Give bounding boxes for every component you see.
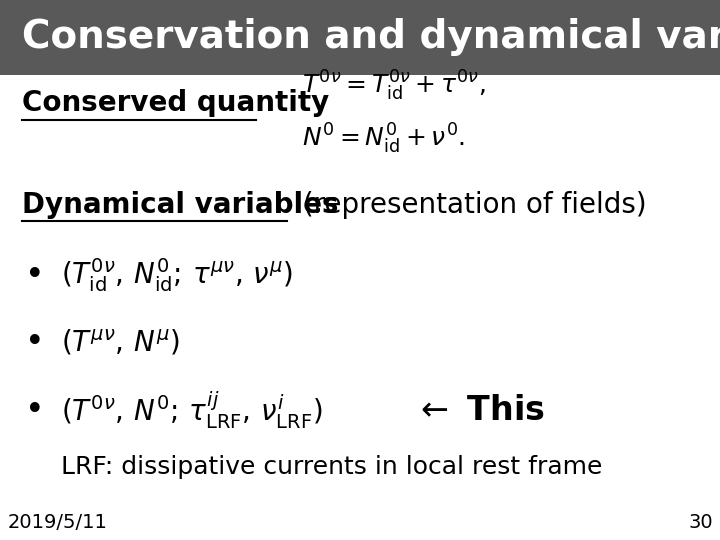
Text: 2019/5/11: 2019/5/11 [7, 513, 107, 532]
Text: Dynamical variables: Dynamical variables [22, 191, 338, 219]
Text: $(T^{\mu\nu},\, N^{\mu})$: $(T^{\mu\nu},\, N^{\mu})$ [61, 328, 180, 357]
Text: Conserved quantity: Conserved quantity [22, 89, 329, 117]
Text: $(T^{0\nu},\, N^{0};\, \tau^{ij}_{\mathrm{LRF}},\, \nu^{i}_{\mathrm{LRF}})$: $(T^{0\nu},\, N^{0};\, \tau^{ij}_{\mathr… [61, 389, 323, 431]
Text: •: • [25, 259, 45, 292]
Text: (representation of fields): (representation of fields) [294, 191, 647, 219]
Text: •: • [25, 326, 45, 360]
Text: 30: 30 [688, 513, 713, 532]
Text: $T^{0\nu} = T^{0\nu}_{\mathrm{id}} + \tau^{0\nu},$: $T^{0\nu} = T^{0\nu}_{\mathrm{id}} + \ta… [302, 69, 486, 104]
Text: $\leftarrow$ This: $\leftarrow$ This [414, 394, 545, 427]
Text: $N^{0} = N^{0}_{\mathrm{id}} + \nu^{0}.$: $N^{0} = N^{0}_{\mathrm{id}} + \nu^{0}.$ [302, 122, 466, 157]
FancyBboxPatch shape [0, 0, 720, 75]
Text: •: • [25, 394, 45, 427]
Text: $(T^{0\nu}_{\mathrm{id}},\, N^{0}_{\mathrm{id}};\, \tau^{\mu\nu},\, \nu^{\mu})$: $(T^{0\nu}_{\mathrm{id}},\, N^{0}_{\math… [61, 256, 293, 294]
Text: LRF: dissipative currents in local rest frame: LRF: dissipative currents in local rest … [61, 455, 603, 479]
Text: Conservation and dynamical variables: Conservation and dynamical variables [22, 18, 720, 56]
